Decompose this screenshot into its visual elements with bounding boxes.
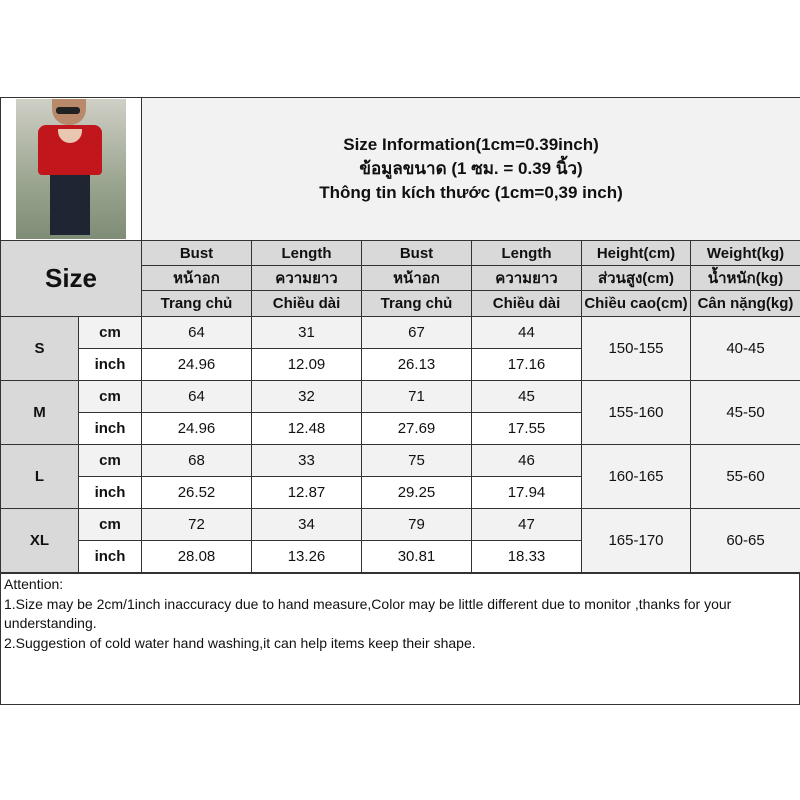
inch-value: 28.08 [141, 540, 252, 573]
column-header-th: หน้าอก [361, 265, 472, 291]
unit-cm: cm [78, 444, 142, 477]
column-header-en: Weight(kg) [689, 240, 800, 266]
inch-value: 17.55 [471, 412, 582, 445]
cm-value: 32 [251, 380, 362, 413]
unit-inch: inch [78, 476, 142, 509]
inch-value: 17.16 [471, 348, 582, 381]
title-en: Size Information(1cm=0.39inch) [343, 135, 599, 154]
inch-value: 29.25 [361, 476, 472, 509]
notes-table: Attention: 1.Size may be 2cm/1inch inacc… [0, 573, 800, 705]
column-header-en: Length [251, 240, 362, 266]
size-header: Size [0, 240, 142, 317]
title-vi: Thông tin kích thước (1cm=0,39 inch) [319, 183, 623, 202]
size-label: S [0, 316, 79, 381]
cm-value: 67 [361, 316, 472, 349]
column-header-th: ความยาว [471, 265, 582, 291]
inch-value: 12.87 [251, 476, 362, 509]
title-cell: Size Information(1cm=0.39inch) ข้อมูลขนา… [140, 97, 800, 241]
weight-range: 55-60 [689, 444, 800, 509]
table-row-inch: inch 28.08 13.26 30.81 18.33 [1, 540, 800, 573]
column-header-vi: Chiều dài [251, 290, 362, 317]
notes-heading: Attention: [4, 576, 64, 592]
cm-value: 44 [471, 316, 582, 349]
cm-value: 79 [361, 508, 472, 541]
size-label: M [0, 380, 79, 445]
title-th: ข้อมูลขนาด (1 ซม. = 0.39 นิ้ว) [359, 159, 583, 178]
inch-value: 27.69 [361, 412, 472, 445]
cm-value: 68 [141, 444, 252, 477]
cm-value: 75 [361, 444, 472, 477]
column-header-en: Bust [141, 240, 252, 266]
cm-value: 31 [251, 316, 362, 349]
cm-value: 34 [251, 508, 362, 541]
inch-value: 12.09 [251, 348, 362, 381]
weight-range: 45-50 [689, 380, 800, 445]
product-photo-cell [0, 97, 142, 241]
unit-cm: cm [78, 508, 142, 541]
unit-inch: inch [78, 348, 142, 381]
inch-value: 24.96 [141, 348, 252, 381]
inch-value: 13.26 [251, 540, 362, 573]
cm-value: 33 [251, 444, 362, 477]
column-header-en: Height(cm) [581, 240, 691, 266]
weight-range: 40-45 [689, 316, 800, 381]
size-table: Size Information(1cm=0.39inch) ข้อมูลขนา… [0, 97, 800, 573]
cm-value: 46 [471, 444, 582, 477]
inch-value: 17.94 [471, 476, 582, 509]
unit-inch: inch [78, 540, 142, 573]
weight-range: 60-65 [689, 508, 800, 573]
unit-cm: cm [78, 316, 142, 349]
cm-value: 71 [361, 380, 472, 413]
cm-value: 64 [141, 316, 252, 349]
height-range: 165-170 [581, 508, 691, 573]
cm-value: 47 [471, 508, 582, 541]
notes-line-1: 1.Size may be 2cm/1inch inaccuracy due t… [4, 595, 732, 632]
column-header-vi: Cân nặng(kg) [689, 290, 800, 317]
table-row-inch: inch 26.52 12.87 29.25 17.94 [1, 476, 800, 509]
cm-value: 72 [141, 508, 252, 541]
inch-value: 12.48 [251, 412, 362, 445]
cm-value: 64 [141, 380, 252, 413]
inch-value: 26.52 [141, 476, 252, 509]
table-row-inch: inch 24.96 12.48 27.69 17.55 [1, 412, 800, 445]
column-header-vi: Chiều dài [471, 290, 582, 317]
column-header-th: น้ำหนัก(kg) [689, 265, 800, 291]
column-header-vi: Trang chủ [361, 290, 472, 317]
column-header-th: ความยาว [251, 265, 362, 291]
size-label: XL [0, 508, 79, 573]
size-chart: Size Information(1cm=0.39inch) ข้อมูลขนา… [0, 97, 800, 705]
size-label: L [0, 444, 79, 509]
inch-value: 30.81 [361, 540, 472, 573]
notes-line-2: 2.Suggestion of cold water hand washing,… [4, 634, 476, 651]
attention-notes: Attention: 1.Size may be 2cm/1inch inacc… [0, 573, 800, 705]
cm-value: 45 [471, 380, 582, 413]
unit-cm: cm [78, 380, 142, 413]
column-header-th: ส่วนสูง(cm) [581, 265, 691, 291]
unit-inch: inch [78, 412, 142, 445]
inch-value: 24.96 [141, 412, 252, 445]
inch-value: 26.13 [361, 348, 472, 381]
column-header-en: Bust [361, 240, 472, 266]
column-header-vi: Chiều cao(cm) [581, 290, 691, 317]
column-header-th: หน้าอก [141, 265, 252, 291]
product-photo [16, 99, 126, 239]
height-range: 160-165 [581, 444, 691, 509]
table-row-cm: XL cm 72 34 79 47 165-170 60-65 [0, 508, 800, 573]
height-range: 155-160 [581, 380, 691, 445]
column-header-en: Length [471, 240, 582, 266]
height-range: 150-155 [581, 316, 691, 381]
inch-value: 18.33 [471, 540, 582, 573]
column-header-vi: Trang chủ [141, 290, 252, 317]
table-row-inch: inch 24.96 12.09 26.13 17.16 [1, 348, 800, 381]
